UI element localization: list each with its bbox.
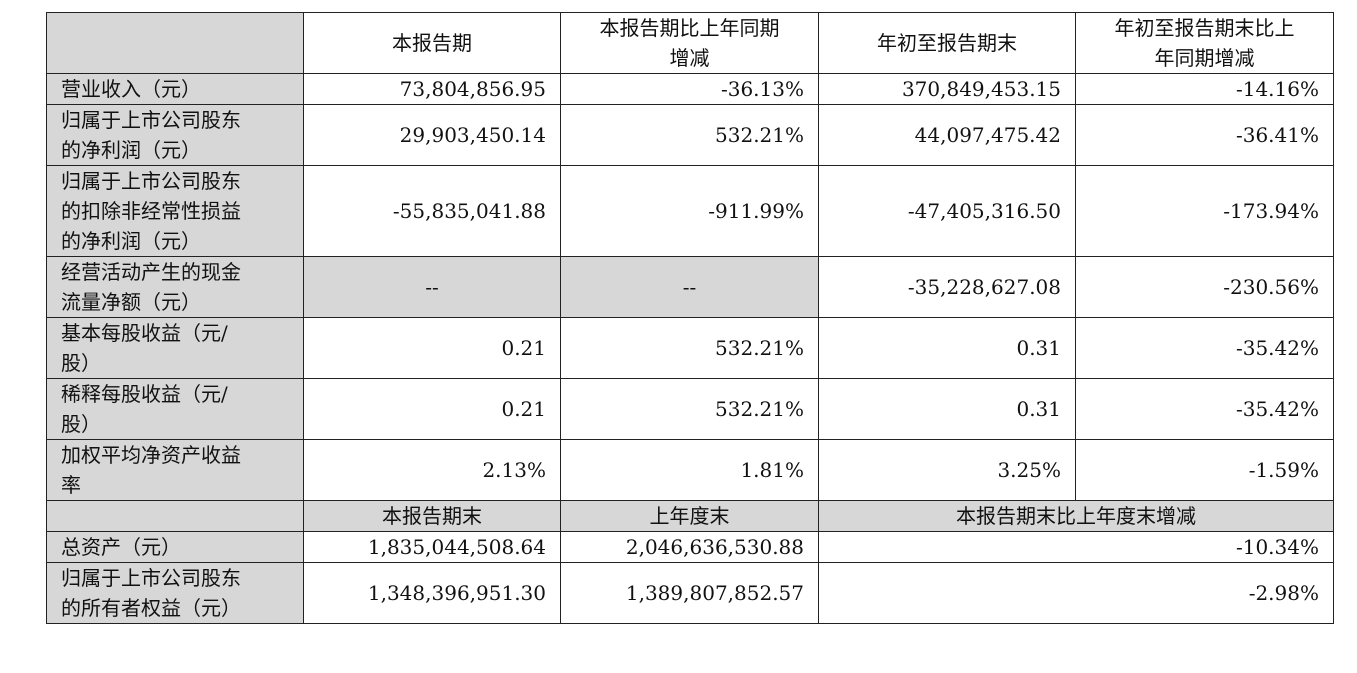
row-label: 归属于上市公司股东 的扣除非经常性损益 的净利润（元） (47, 166, 304, 257)
table-row: 营业收入（元） 73,804,856.95 -36.13% 370,849,45… (47, 74, 1334, 105)
table-row: 归属于上市公司股东 的所有者权益（元） 1,348,396,951.30 1,38… (47, 563, 1334, 624)
ytd-value: 3.25% (819, 440, 1076, 501)
ytd-yoy-value: -1.59% (1076, 440, 1334, 501)
row-label: 加权平均净资产收益率 (47, 440, 304, 501)
header2-empty-cell (47, 501, 304, 532)
prior-year-end-value: 2,046,636,530.88 (561, 532, 819, 563)
header-ytd-yoy: 年初至报告期末比上 年同期增减 (1076, 13, 1334, 74)
table-row: 加权平均净资产收益率 2.13% 1.81% 3.25% -1.59% (47, 440, 1334, 501)
ytd-yoy-value: -14.16% (1076, 74, 1334, 105)
row-label: 总资产（元） (47, 532, 304, 563)
header-ytd: 年初至报告期末 (819, 13, 1076, 74)
table-row: 归属于上市公司股东 的扣除非经常性损益 的净利润（元） -55,835,041.88… (47, 166, 1334, 257)
current-period-value: -- (304, 257, 561, 318)
table-header-row-2: 本报告期末 上年度末 本报告期末比上年度末增减 (47, 501, 1334, 532)
current-period-yoy-value: 1.81% (561, 440, 819, 501)
header-empty-cell (47, 13, 304, 74)
current-period-value: 73,804,856.95 (304, 74, 561, 105)
ytd-value: 0.31 (819, 318, 1076, 379)
current-period-yoy-value: -36.13% (561, 74, 819, 105)
period-end-value: 1,348,396,951.30 (304, 563, 561, 624)
current-period-value: 0.21 (304, 318, 561, 379)
table-row: 总资产（元） 1,835,044,508.64 2,046,636,530.88… (47, 532, 1334, 563)
current-period-value: 29,903,450.14 (304, 105, 561, 166)
row-label: 营业收入（元） (47, 74, 304, 105)
current-period-value: -55,835,041.88 (304, 166, 561, 257)
ytd-yoy-value: -230.56% (1076, 257, 1334, 318)
row-label: 基本每股收益（元/股） (47, 318, 304, 379)
current-period-value: 0.21 (304, 379, 561, 440)
row-label: 经营活动产生的现金 流量净额（元） (47, 257, 304, 318)
table-row: 归属于上市公司股东 的净利润（元） 29,903,450.14 532.21% 4… (47, 105, 1334, 166)
ytd-value: 0.31 (819, 379, 1076, 440)
header2-period-end: 本报告期末 (304, 501, 561, 532)
current-period-yoy-value: 532.21% (561, 318, 819, 379)
current-period-yoy-value: -- (561, 257, 819, 318)
financial-summary-table: 本报告期 本报告期比上年同期 增减 年初至报告期末 年初至报告期末比上 年同期增减 … (46, 12, 1334, 624)
period-end-value: 1,835,044,508.64 (304, 532, 561, 563)
ytd-yoy-value: -173.94% (1076, 166, 1334, 257)
table-header-row: 本报告期 本报告期比上年同期 增减 年初至报告期末 年初至报告期末比上 年同期增减 (47, 13, 1334, 74)
ytd-yoy-value: -36.41% (1076, 105, 1334, 166)
header2-change: 本报告期末比上年度末增减 (819, 501, 1334, 532)
ytd-yoy-value: -35.42% (1076, 379, 1334, 440)
table-row: 稀释每股收益（元/股） 0.21 532.21% 0.31 -35.42% (47, 379, 1334, 440)
prior-year-end-value: 1,389,807,852.57 (561, 563, 819, 624)
current-period-yoy-value: -911.99% (561, 166, 819, 257)
ytd-yoy-value: -35.42% (1076, 318, 1334, 379)
table-row: 经营活动产生的现金 流量净额（元） -- -- -35,228,627.08 -2… (47, 257, 1334, 318)
row-label: 归属于上市公司股东 的净利润（元） (47, 105, 304, 166)
table-row: 基本每股收益（元/股） 0.21 532.21% 0.31 -35.42% (47, 318, 1334, 379)
ytd-value: 370,849,453.15 (819, 74, 1076, 105)
row-label: 归属于上市公司股东 的所有者权益（元） (47, 563, 304, 624)
header-current-period: 本报告期 (304, 13, 561, 74)
current-period-value: 2.13% (304, 440, 561, 501)
change-value: -2.98% (819, 563, 1334, 624)
header2-prior-year-end: 上年度末 (561, 501, 819, 532)
ytd-value: -47,405,316.50 (819, 166, 1076, 257)
ytd-value: 44,097,475.42 (819, 105, 1076, 166)
header-current-period-yoy: 本报告期比上年同期 增减 (561, 13, 819, 74)
ytd-value: -35,228,627.08 (819, 257, 1076, 318)
current-period-yoy-value: 532.21% (561, 105, 819, 166)
row-label: 稀释每股收益（元/股） (47, 379, 304, 440)
change-value: -10.34% (819, 532, 1334, 563)
current-period-yoy-value: 532.21% (561, 379, 819, 440)
